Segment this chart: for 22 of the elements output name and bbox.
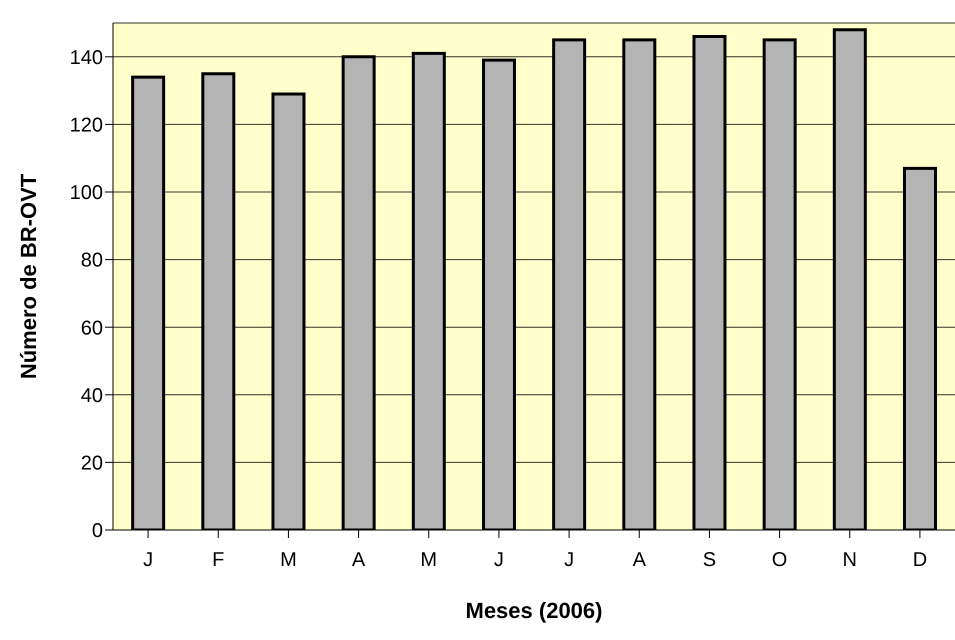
y-tick-label: 120 [70,114,103,136]
y-tick-label: 60 [80,317,103,340]
x-tick-label: J [494,549,504,572]
x-tick-label: J [143,549,154,572]
x-tick-label: F [212,549,224,572]
x-tick-label: D [912,549,928,572]
x-tick-label: J [564,549,574,572]
x-tick-label: N [842,549,857,572]
x-tick-label: S [702,549,716,572]
x-tick-label: M [280,549,297,572]
y-tick-label: 140 [70,46,103,69]
y-axis-title: Número de BR-OVT [16,173,41,380]
x-tick-label: A [352,549,366,572]
y-tick-label: 0 [92,520,103,542]
x-tick-label: M [420,549,438,572]
y-tick-label: 80 [80,250,103,272]
x-tick-label: A [632,549,647,572]
y-tick-label: 40 [80,384,103,407]
y-tick-label: 100 [70,182,103,204]
y-tick-label: 20 [80,452,103,474]
x-axis-title: Meses (2006) [466,598,602,623]
x-tick-label: O [772,549,788,572]
